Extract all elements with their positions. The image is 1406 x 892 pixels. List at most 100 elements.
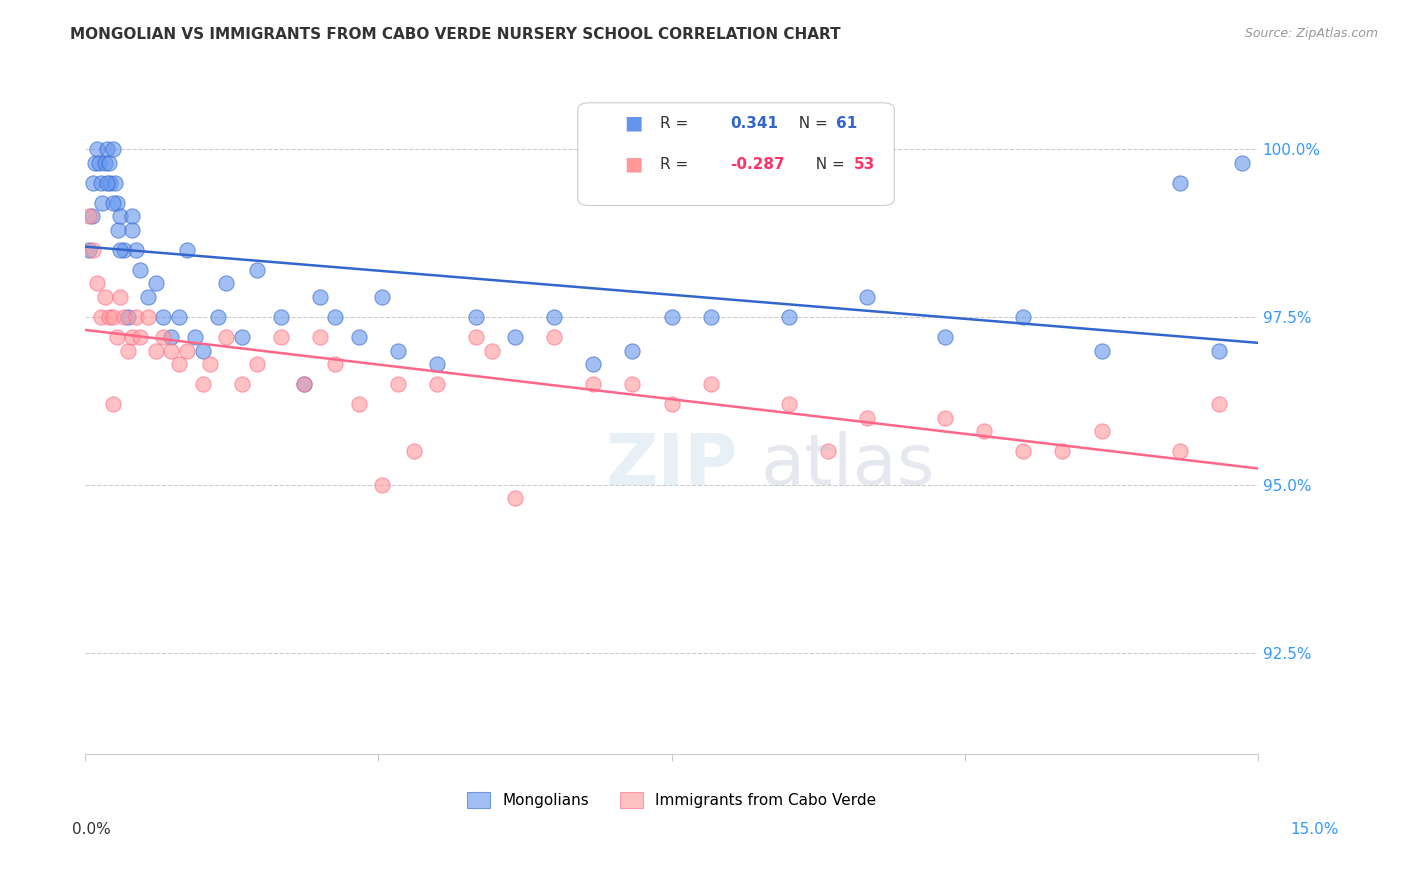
Immigrants from Cabo Verde: [94, 290, 117, 304]
Mongolians: [426, 357, 449, 371]
Mongolians: [1232, 155, 1254, 169]
Immigrants from Cabo Verde: [105, 330, 128, 344]
Immigrants from Cabo Verde: [160, 343, 183, 358]
Mongolians: [184, 330, 207, 344]
Mongolians: [1012, 310, 1035, 324]
Immigrants from Cabo Verde: [371, 478, 394, 492]
Immigrants from Cabo Verde: [270, 330, 292, 344]
Text: R =: R =: [659, 157, 693, 172]
Text: 0.0%: 0.0%: [72, 822, 111, 837]
Immigrants from Cabo Verde: [77, 209, 100, 223]
Immigrants from Cabo Verde: [1208, 397, 1230, 411]
Immigrants from Cabo Verde: [973, 424, 995, 438]
Immigrants from Cabo Verde: [426, 377, 449, 392]
Immigrants from Cabo Verde: [215, 330, 238, 344]
Immigrants from Cabo Verde: [145, 343, 167, 358]
Mongolians: [176, 243, 198, 257]
Immigrants from Cabo Verde: [621, 377, 644, 392]
Mongolians: [125, 243, 148, 257]
Immigrants from Cabo Verde: [582, 377, 605, 392]
Mongolians: [371, 290, 394, 304]
Mongolians: [97, 155, 120, 169]
Mongolians: [465, 310, 488, 324]
Immigrants from Cabo Verde: [1052, 444, 1074, 458]
Mongolians: [110, 243, 132, 257]
Immigrants from Cabo Verde: [152, 330, 174, 344]
Mongolians: [325, 310, 347, 324]
Text: N =: N =: [807, 157, 851, 172]
Mongolians: [934, 330, 956, 344]
Mongolians: [129, 263, 152, 277]
Mongolians: [543, 310, 565, 324]
Mongolians: [503, 330, 526, 344]
Mongolians: [101, 142, 124, 156]
Immigrants from Cabo Verde: [82, 243, 104, 257]
Immigrants from Cabo Verde: [481, 343, 503, 358]
Immigrants from Cabo Verde: [465, 330, 488, 344]
Mongolians: [308, 290, 330, 304]
Mongolians: [94, 155, 117, 169]
Mongolians: [117, 310, 139, 324]
Immigrants from Cabo Verde: [136, 310, 159, 324]
Mongolians: [110, 209, 132, 223]
Immigrants from Cabo Verde: [112, 310, 135, 324]
Text: 0.341: 0.341: [730, 116, 778, 131]
Immigrants from Cabo Verde: [246, 357, 269, 371]
Immigrants from Cabo Verde: [125, 310, 148, 324]
Immigrants from Cabo Verde: [308, 330, 330, 344]
Mongolians: [121, 223, 143, 237]
Text: atlas: atlas: [761, 432, 935, 500]
Mongolians: [582, 357, 605, 371]
Mongolians: [121, 209, 143, 223]
Mongolians: [778, 310, 800, 324]
Mongolians: [1090, 343, 1112, 358]
Immigrants from Cabo Verde: [856, 410, 879, 425]
Mongolians: [152, 310, 174, 324]
Immigrants from Cabo Verde: [231, 377, 253, 392]
Mongolians: [105, 195, 128, 210]
Mongolians: [167, 310, 190, 324]
Text: ZIP: ZIP: [606, 432, 738, 500]
Immigrants from Cabo Verde: [934, 410, 956, 425]
Immigrants from Cabo Verde: [86, 277, 108, 291]
Immigrants from Cabo Verde: [661, 397, 683, 411]
Mongolians: [96, 142, 118, 156]
Mongolians: [160, 330, 183, 344]
Immigrants from Cabo Verde: [699, 377, 721, 392]
Text: Source: ZipAtlas.com: Source: ZipAtlas.com: [1244, 27, 1378, 40]
Immigrants from Cabo Verde: [543, 330, 565, 344]
Immigrants from Cabo Verde: [110, 290, 132, 304]
Immigrants from Cabo Verde: [1012, 444, 1035, 458]
Mongolians: [270, 310, 292, 324]
Mongolians: [82, 176, 104, 190]
Mongolians: [89, 155, 111, 169]
Immigrants from Cabo Verde: [117, 343, 139, 358]
Mongolians: [86, 142, 108, 156]
Immigrants from Cabo Verde: [97, 310, 120, 324]
Immigrants from Cabo Verde: [176, 343, 198, 358]
Immigrants from Cabo Verde: [90, 310, 112, 324]
Mongolians: [98, 176, 121, 190]
Mongolians: [145, 277, 167, 291]
Mongolians: [387, 343, 409, 358]
Mongolians: [191, 343, 214, 358]
Mongolians: [1168, 176, 1191, 190]
Mongolians: [661, 310, 683, 324]
Text: 15.0%: 15.0%: [1291, 822, 1339, 837]
Immigrants from Cabo Verde: [121, 330, 143, 344]
Immigrants from Cabo Verde: [1168, 444, 1191, 458]
Mongolians: [246, 263, 269, 277]
Legend: Mongolians, Immigrants from Cabo Verde: Mongolians, Immigrants from Cabo Verde: [461, 786, 882, 814]
Mongolians: [90, 176, 112, 190]
Immigrants from Cabo Verde: [200, 357, 222, 371]
Immigrants from Cabo Verde: [167, 357, 190, 371]
Text: ■: ■: [624, 155, 643, 174]
Immigrants from Cabo Verde: [1090, 424, 1112, 438]
Mongolians: [1208, 343, 1230, 358]
Immigrants from Cabo Verde: [347, 397, 370, 411]
Mongolians: [80, 209, 103, 223]
Text: 53: 53: [853, 157, 875, 172]
Text: R =: R =: [659, 116, 693, 131]
Text: MONGOLIAN VS IMMIGRANTS FROM CABO VERDE NURSERY SCHOOL CORRELATION CHART: MONGOLIAN VS IMMIGRANTS FROM CABO VERDE …: [70, 27, 841, 42]
Text: ■: ■: [624, 114, 643, 133]
